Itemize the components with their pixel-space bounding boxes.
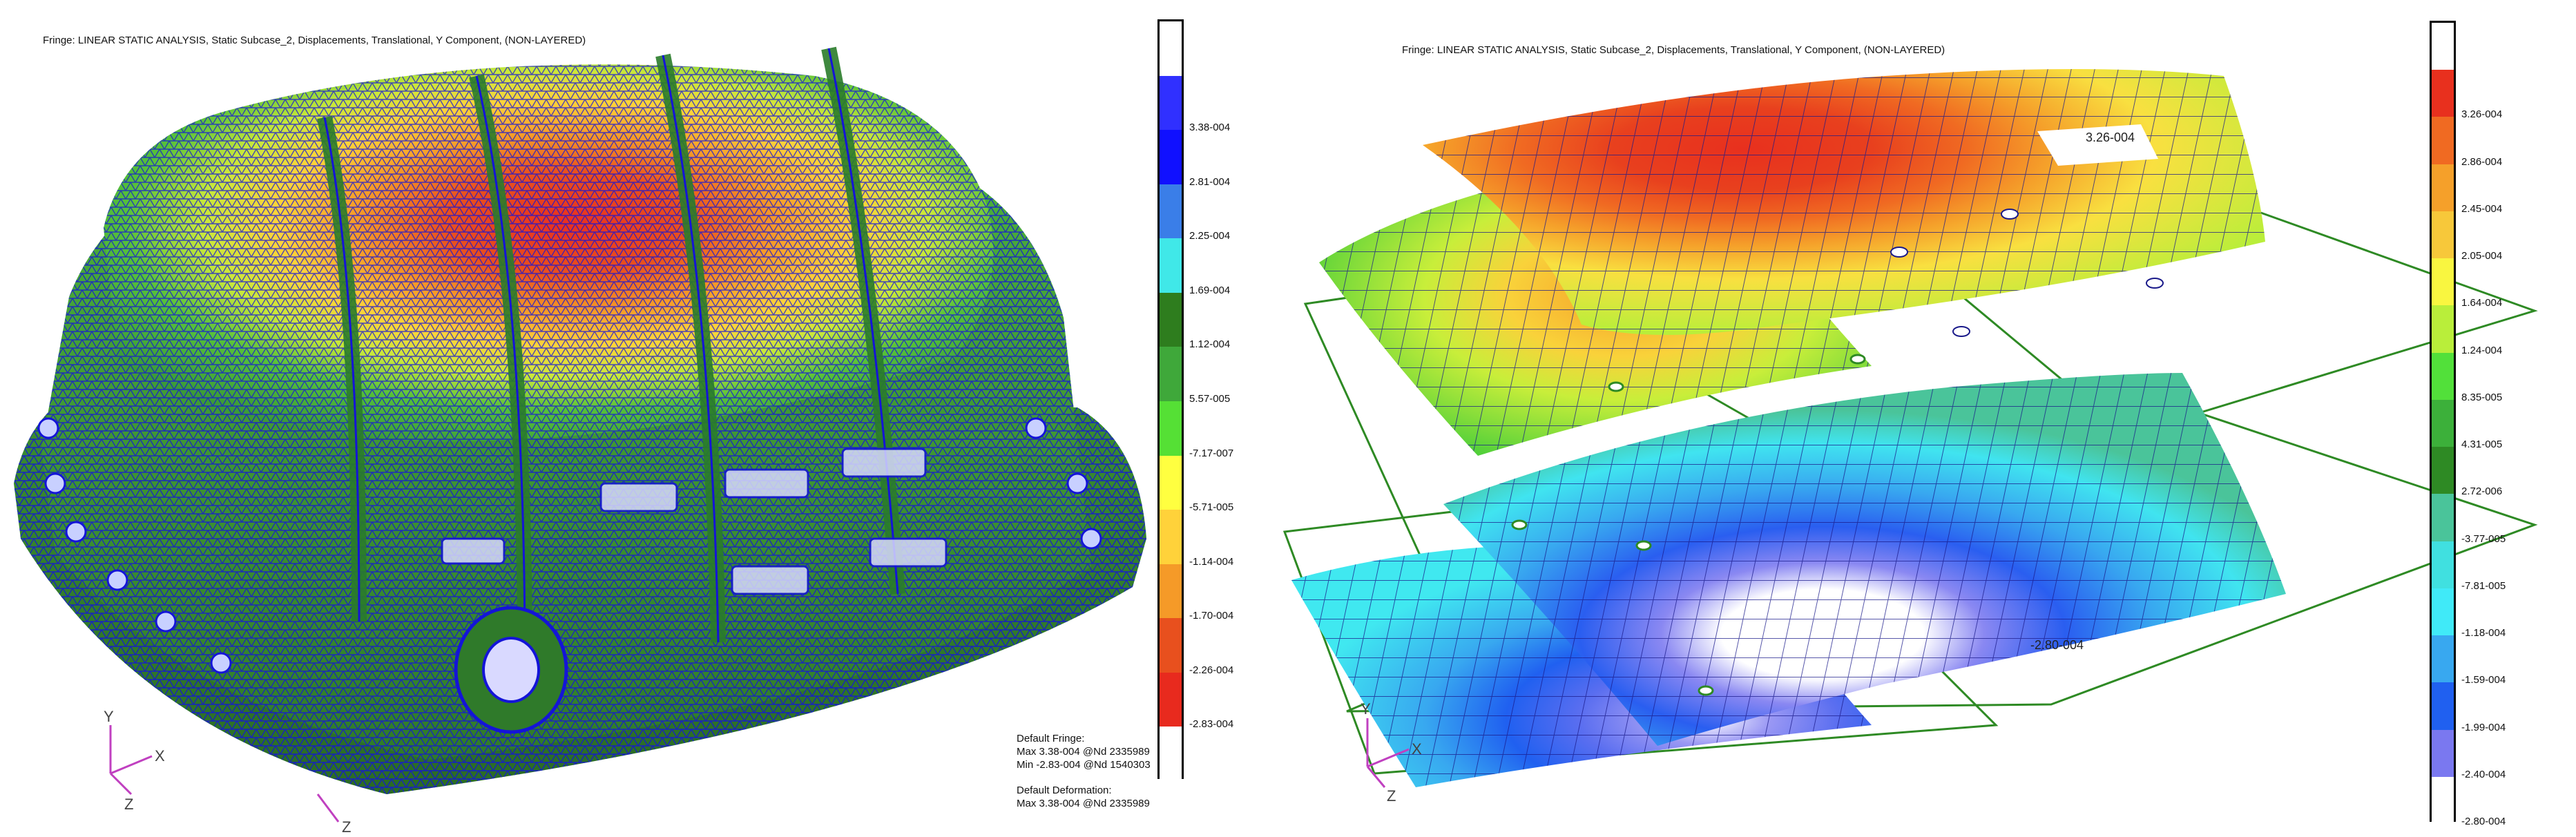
- legend-color-band: [1160, 21, 1182, 77]
- max-node-label: 3.26-004: [2086, 131, 2135, 144]
- right-fringe-legend: 3.26-004 2.86-004 2.45-004 2.05-004 1.64-004…: [2430, 21, 2519, 827]
- legend-value-label: -1.99-004: [2461, 721, 2506, 733]
- legend-color-band: [2432, 494, 2454, 542]
- legend-value-label: 4.31-005: [2461, 439, 2503, 451]
- legend-color-band: [1160, 292, 1182, 348]
- legend-color-band: [2432, 164, 2454, 212]
- left-panel: Fringe: LINEAR STATIC ANALYSIS, Static S…: [0, 0, 1264, 837]
- plate-top-right: [1423, 69, 2265, 337]
- right-triad-z-label: Z: [1387, 787, 1396, 805]
- left-coordinate-triad: [109, 725, 340, 822]
- legend-color-band: [2432, 776, 2454, 825]
- legend-color-band: [1160, 75, 1182, 131]
- right-panel: Fringe: LINEAR STATIC ANALYSIS, Static S…: [1264, 0, 2576, 837]
- legend-value-label: 2.05-004: [2461, 250, 2503, 262]
- legend-value-label: 8.35-005: [2461, 391, 2503, 403]
- legend-value-label: 1.24-004: [2461, 344, 2503, 356]
- right-legend-colorbar: [2430, 21, 2456, 825]
- legend-color-band: [2432, 117, 2454, 165]
- legend-value-label: 5.57-005: [1189, 393, 1231, 405]
- legend-value-label: -3.77-005: [2461, 532, 2506, 545]
- deformation-max: Max 3.38-004 @Nd 2335989: [1017, 798, 1150, 809]
- legend-color-band: [2432, 352, 2454, 401]
- triad-z2-label: Z: [342, 818, 351, 836]
- legend-value-label: 2.45-004: [2461, 202, 2503, 215]
- legend-color-band: [2432, 682, 2454, 731]
- legend-value-label: 2.25-004: [1189, 230, 1231, 242]
- legend-color-band: [2432, 635, 2454, 684]
- legend-value-label: 1.69-004: [1189, 284, 1231, 296]
- legend-value-label: -2.80-004: [2461, 816, 2506, 827]
- left-fringe-title: Fringe: LINEAR STATIC ANALYSIS, Static S…: [43, 35, 586, 46]
- deformation-header: Default Deformation:: [1017, 785, 1112, 796]
- right-fringe-title: Fringe: LINEAR STATIC ANALYSIS, Static S…: [1402, 44, 1945, 56]
- min-node-label: -2.80-004: [2030, 638, 2084, 652]
- legend-value-label: 3.38-004: [1189, 122, 1231, 134]
- legend-color-band: [2432, 399, 2454, 448]
- legend-color-band: [1160, 401, 1182, 456]
- legend-color-band: [2432, 447, 2454, 495]
- legend-color-band: [1160, 238, 1182, 294]
- left-legend-colorbar: [1157, 19, 1184, 782]
- legend-color-band: [2432, 588, 2454, 637]
- legend-color-band: [1160, 455, 1182, 511]
- housing-openings: [441, 448, 948, 595]
- housing-fe-model: Y X Z Z: [14, 46, 1146, 836]
- legend-value-label: -1.70-004: [1189, 610, 1234, 622]
- legend-color-band: [1160, 130, 1182, 185]
- triad-z-label: Z: [124, 796, 133, 813]
- legend-value-label: 1.64-004: [2461, 297, 2503, 309]
- legend-color-band: [1160, 672, 1182, 728]
- fringe-min: Min -2.83-004 @Nd 1540303: [1017, 759, 1151, 771]
- legend-color-band: [1160, 510, 1182, 565]
- legend-color-band: [1160, 184, 1182, 240]
- right-triad-x-label: X: [1412, 740, 1422, 758]
- right-coordinate-triad: [1366, 718, 1410, 788]
- legend-value-label: -7.81-005: [2461, 579, 2506, 592]
- legend-value-label: -1.18-004: [2461, 627, 2506, 639]
- legend-value-label: 2.86-004: [2461, 155, 2503, 168]
- legend-color-band: [1160, 727, 1182, 782]
- fringe-header: Default Fringe:: [1017, 733, 1085, 744]
- legend-value-label: -7.17-007: [1189, 447, 1234, 459]
- legend-color-band: [2432, 305, 2454, 354]
- legend-color-band: [2432, 211, 2454, 260]
- legend-color-band: [1160, 564, 1182, 619]
- triad-x-label: X: [155, 747, 165, 764]
- legend-value-label: 1.12-004: [1189, 338, 1231, 351]
- left-fringe-legend: 3.38-004 2.81-004 2.25-004 1.69-004 1.12-004…: [1157, 19, 1250, 782]
- fringe-max: Max 3.38-004 @Nd 2335989: [1017, 746, 1150, 758]
- right-triad-y-label: Y: [1361, 700, 1371, 718]
- legend-color-band: [1160, 618, 1182, 673]
- legend-color-band: [2432, 70, 2454, 118]
- plate-bottom-right: [1443, 373, 2286, 746]
- left-fringe-info: Default Fringe: Max 3.38-004 @Nd 2335989…: [1017, 732, 1151, 810]
- legend-value-label: -1.14-004: [1189, 555, 1234, 568]
- flange-bolt-holes: [37, 417, 1102, 674]
- legend-value-label: -5.71-005: [1189, 501, 1234, 514]
- legend-value-label: -2.83-004: [1189, 718, 1234, 731]
- legend-color-band: [2432, 23, 2454, 71]
- legend-value-label: 3.26-004: [2461, 108, 2503, 121]
- legend-color-band: [2432, 541, 2454, 589]
- legend-value-label: -2.26-004: [1189, 664, 1234, 676]
- legend-value-label: 2.72-006: [2461, 485, 2503, 498]
- legend-color-band: [1160, 347, 1182, 402]
- legend-color-band: [2432, 729, 2454, 778]
- triad-y-label: Y: [104, 708, 114, 725]
- panel-fe-model: 3.26-004 -2.80-004 Y X Z: [1282, 69, 2538, 805]
- legend-value-label: 2.81-004: [1189, 175, 1231, 188]
- legend-value-label: -1.59-004: [2461, 674, 2506, 686]
- legend-value-label: -2.40-004: [2461, 768, 2506, 780]
- legend-color-band: [2432, 258, 2454, 307]
